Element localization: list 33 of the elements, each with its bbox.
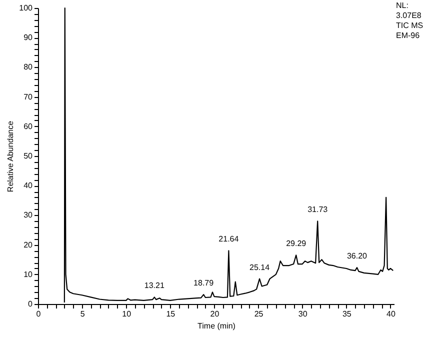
y-tick-label: 10	[24, 270, 34, 279]
text: 3.07E8	[396, 11, 422, 20]
x-tick-label: 10	[122, 310, 132, 318]
x-tick-label: 30	[298, 310, 308, 318]
y-tick-label: 60	[24, 122, 34, 131]
y-tick-label: 50	[24, 152, 34, 160]
y-tick-label: 40	[24, 181, 34, 190]
text: TIC MS	[396, 21, 424, 30]
x-tick-label: 15	[166, 310, 176, 318]
x-tick-label: 0	[36, 310, 42, 318]
annotation: 36.20	[346, 252, 368, 261]
y-axis-title: Relative Abundance	[6, 120, 16, 192]
text: EM-96	[396, 31, 420, 40]
y-tick-label: 100	[19, 4, 34, 12]
x-tick-label: 35	[342, 310, 352, 318]
y-tick-label: 0	[28, 300, 34, 308]
annotation: 25.14	[250, 262, 270, 272]
text: NL:	[396, 1, 408, 10]
x-tick-label: 5	[80, 310, 86, 318]
y-tick-label: 80	[24, 62, 34, 72]
x-tick-label: 25	[254, 310, 264, 318]
annotation: 13.21	[144, 281, 165, 290]
y-tick-label: 90	[24, 33, 34, 42]
y-tick-label: 30	[24, 210, 34, 220]
x-axis-title: Time (min)	[198, 322, 236, 330]
y-tick-label: 20	[24, 240, 34, 250]
annotation: 18.79	[194, 278, 214, 288]
y-tick-label: 70	[24, 92, 34, 102]
x-tick-label: 40	[386, 310, 396, 318]
x-tick-label: 20	[210, 310, 220, 318]
annotation: 31.73	[308, 205, 328, 214]
annotation: 21.64	[218, 234, 240, 244]
annotation: 29.29	[286, 239, 307, 248]
